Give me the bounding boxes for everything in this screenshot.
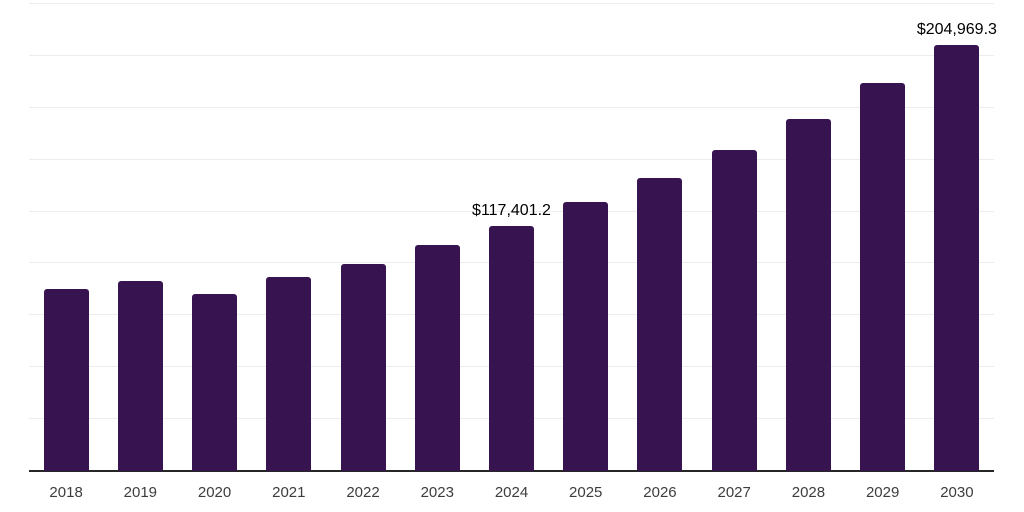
bar-2028 — [785, 119, 831, 471]
x-tick-label-2030: 2030 — [940, 484, 974, 501]
gridline — [29, 106, 994, 108]
data-label-2030: $204,969.3 — [916, 20, 997, 38]
bar-2023 — [414, 245, 460, 471]
x-tick-label-2026: 2026 — [643, 484, 677, 501]
x-tick-label-2020: 2020 — [197, 484, 232, 501]
data-label-2024: $117,401.2 — [472, 202, 551, 220]
bar-2025 — [563, 202, 609, 471]
x-tick-label-2027: 2027 — [717, 484, 751, 501]
bar-2026 — [637, 177, 683, 471]
bar-2021 — [266, 276, 312, 471]
gridline — [29, 210, 994, 212]
x-tick-label-2018: 2018 — [49, 484, 83, 501]
x-tick-label-2023: 2023 — [420, 484, 454, 501]
x-tick-label-2021: 2021 — [272, 484, 306, 501]
bar-2018 — [43, 289, 89, 471]
bar-2029 — [860, 82, 906, 471]
bar-2020 — [192, 294, 238, 471]
gridline — [29, 54, 994, 56]
bar-2024 — [489, 226, 534, 471]
bar-2019 — [117, 281, 163, 471]
bar-2027 — [711, 149, 757, 471]
x-tick-label-2029: 2029 — [865, 484, 900, 501]
x-tick-label-2024: 2024 — [494, 484, 529, 501]
x-tick-label-2028: 2028 — [791, 484, 826, 501]
x-tick-label-2022: 2022 — [346, 484, 380, 501]
x-tick-label-2025: 2025 — [569, 484, 603, 501]
gridline — [29, 3, 994, 4]
x-axis-line — [29, 470, 994, 472]
gridline — [29, 158, 994, 160]
x-tick-label-2019: 2019 — [123, 484, 158, 501]
bar-2030 — [934, 44, 980, 471]
bar-2022 — [340, 264, 386, 471]
